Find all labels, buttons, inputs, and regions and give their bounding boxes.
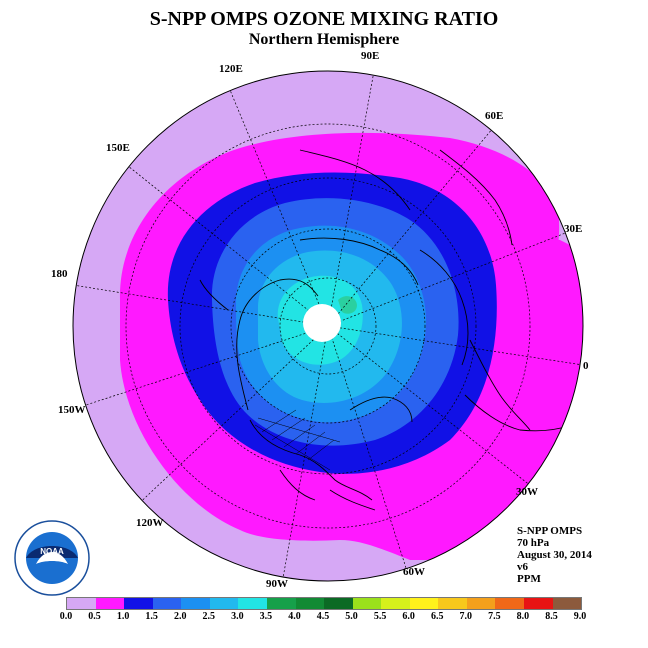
color-scale-tick-label: 0.0 (59, 611, 73, 622)
meridian-lines (73, 71, 583, 579)
lon-label-30e: 30E (564, 223, 583, 235)
color-swatch (209, 598, 239, 609)
color-scale-tick-label: 6.5 (430, 611, 444, 622)
lon-label-120w: 120W (136, 517, 164, 529)
map-title: S-NPP OMPS OZONE MIXING RATIO (149, 8, 499, 30)
color-scale-tick-label: 3.5 (259, 611, 273, 622)
color-swatch (409, 598, 439, 609)
color-scale-tick-label: 5.5 (373, 611, 387, 622)
color-scale-tick-label: 4.5 (316, 611, 330, 622)
color-scale-tick-label: 5.0 (345, 611, 358, 622)
color-swatch (352, 598, 382, 609)
color-swatch (152, 598, 182, 609)
color-swatch (381, 598, 410, 609)
color-scale-tick-label: 6.0 (402, 611, 415, 622)
lon-label-90w: 90W (266, 578, 288, 590)
color-swatch (266, 598, 296, 609)
color-swatch (67, 598, 96, 609)
globe-outline (72, 70, 584, 582)
color-swatch (552, 598, 582, 609)
color-scale-ticks: 0.0 0.5 1.0 1.5 2.0 2.5 3.0 3.5 4.0 4.5 5.0 5.5 6.0 6… (60, 611, 587, 625)
map-subtitle: Northern Hemisphere (248, 31, 400, 48)
dataset-info: S-NPP OMPS 70 hPa August 30, 2014 v6 PPM (517, 525, 592, 585)
noaa-logo-text: NOAA (40, 547, 64, 556)
lon-label-120e: 120E (219, 63, 243, 75)
color-swatch (95, 598, 125, 609)
color-scale-tick-label: 1.0 (116, 611, 130, 622)
color-swatch (295, 598, 325, 609)
color-scale-tick-label: 2.5 (202, 611, 216, 622)
color-swatch (324, 598, 353, 609)
latitude-circles (125, 123, 531, 529)
color-swatch (181, 598, 210, 609)
color-scale-tick-label: 2.0 (173, 611, 187, 622)
noaa-logo: NOAA (14, 520, 90, 596)
us-state-borders (254, 409, 341, 471)
color-scale-tick-label: 4.0 (288, 611, 301, 622)
lon-label-60w: 60W (403, 566, 425, 578)
color-scale-tick-label: 8.5 (545, 611, 558, 622)
color-swatch (466, 598, 496, 609)
lon-label-90e: 90E (361, 50, 380, 62)
info-instrument: S-NPP OMPS (517, 525, 583, 537)
info-level: 70 hPa (517, 537, 550, 549)
color-swatch (438, 598, 467, 609)
lon-label-150w: 150W (58, 404, 86, 416)
polar-missing-data (303, 304, 341, 342)
color-scale-tick-label: 8.0 (516, 611, 530, 622)
color-swatch (495, 598, 524, 609)
lon-label-150e: 150E (106, 142, 130, 154)
color-scale-tick-label: 7.5 (488, 611, 501, 622)
color-scale-tick-label: 1.5 (145, 611, 158, 622)
coastlines (199, 149, 569, 511)
color-swatch (238, 598, 267, 609)
color-scale-tick-label: 3.0 (231, 611, 244, 622)
info-units: PPM (517, 573, 541, 585)
color-scale-bar (66, 597, 582, 610)
lon-label-0: 0 (583, 360, 589, 372)
region-green-spot (338, 296, 357, 314)
lon-label-60e: 60E (485, 110, 504, 122)
lon-label-30w: 30W (516, 486, 538, 498)
info-version: v6 (517, 561, 528, 573)
color-scale-tick-label: 9.0 (573, 611, 587, 622)
color-swatch (524, 598, 553, 609)
lon-label-180: 180 (51, 268, 68, 280)
color-scale-tick-label: 7.0 (459, 611, 473, 622)
color-swatch (124, 598, 153, 609)
info-date: August 30, 2014 (517, 549, 592, 561)
color-scale-tick-label: 0.5 (88, 611, 101, 622)
